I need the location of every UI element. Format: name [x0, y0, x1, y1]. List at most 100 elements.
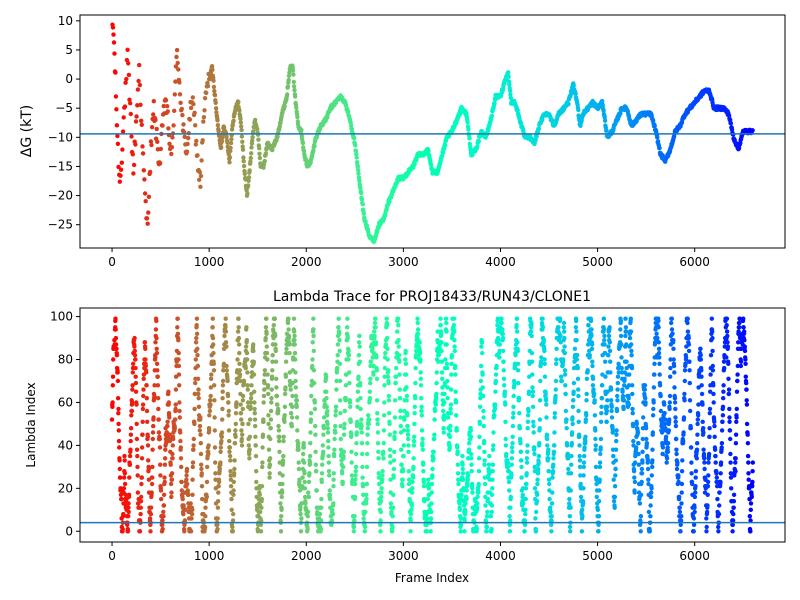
lambda-point	[636, 451, 641, 457]
lambda-point	[748, 529, 753, 534]
lambda-point	[581, 501, 586, 506]
dg-point	[177, 92, 183, 97]
lambda-point	[597, 464, 603, 470]
lambda-point	[682, 398, 687, 403]
lambda-point	[692, 494, 698, 500]
lambda-point	[672, 400, 678, 405]
lambda-point	[383, 350, 388, 356]
lambda-point	[218, 460, 223, 465]
lambda-point	[192, 421, 197, 427]
lambda-point	[578, 494, 584, 500]
dg-point	[600, 103, 605, 108]
lambda-point	[376, 471, 381, 476]
dg-point	[263, 151, 269, 156]
lambda-point	[699, 383, 704, 388]
lambda-point	[238, 378, 243, 384]
lambda-point	[630, 411, 635, 416]
lambda-point	[117, 466, 123, 472]
lambda-point	[275, 402, 280, 407]
lambda-point	[510, 423, 516, 429]
lambda-point	[361, 516, 366, 521]
lambda-point	[283, 385, 288, 390]
lambda-point	[310, 363, 315, 369]
lambda-point	[738, 359, 744, 364]
lambda-point	[712, 419, 717, 424]
lambda-point	[700, 402, 705, 407]
lambda-point	[366, 413, 371, 418]
lambda-point	[231, 492, 236, 497]
lambda-point	[589, 342, 595, 347]
lambda-point	[646, 509, 652, 515]
lambda-point	[681, 438, 686, 444]
lambda-point	[397, 359, 402, 364]
lambda-point	[299, 501, 304, 506]
lambda-point	[245, 387, 250, 392]
lambda-point	[323, 374, 329, 379]
lambda-point	[700, 419, 705, 424]
dg-point	[237, 108, 242, 113]
lambda-point	[493, 372, 499, 377]
lambda-point	[656, 325, 661, 330]
lambda-point	[630, 423, 636, 429]
lambda-point	[199, 484, 205, 489]
dg-point	[286, 73, 292, 79]
lambda-point	[550, 490, 555, 495]
lambda-point	[336, 325, 341, 330]
lambda-point	[235, 329, 241, 334]
lambda-point	[301, 441, 306, 446]
lambda-point	[141, 393, 146, 399]
lambda-point	[673, 406, 678, 412]
dg-point	[476, 139, 481, 144]
lambda-point	[294, 398, 300, 403]
lambda-point	[509, 473, 514, 478]
lambda-point	[588, 318, 594, 324]
lambda-point	[678, 529, 683, 534]
lambda-point	[239, 443, 245, 448]
lambda-point	[353, 469, 358, 474]
lambda-point	[721, 383, 726, 388]
lambda-point	[548, 509, 553, 515]
lambda-point	[489, 503, 495, 508]
dg-point	[205, 83, 211, 89]
dg-point	[351, 135, 357, 141]
lambda-point	[206, 451, 211, 457]
lambda-point	[398, 423, 403, 429]
lambda-point	[569, 430, 575, 435]
lambda-point	[207, 428, 212, 433]
dg-point	[282, 104, 287, 109]
lambda-x-tick-label: 5000	[582, 549, 613, 563]
lambda-point	[411, 438, 417, 444]
lambda-point	[210, 335, 216, 341]
dg-point	[492, 101, 497, 106]
lambda-point	[496, 338, 501, 343]
lambda-point	[559, 378, 564, 384]
lambda-point	[247, 447, 252, 452]
lambda-point	[611, 499, 617, 504]
dg-point	[173, 64, 179, 69]
lambda-point	[376, 456, 381, 461]
lambda-point	[222, 333, 227, 339]
lambda-point	[268, 417, 274, 422]
lambda-point	[656, 350, 662, 356]
lambda-point	[419, 396, 424, 401]
lambda-point	[689, 445, 694, 450]
lambda-y-tick-label: 60	[58, 395, 73, 409]
lambda-point	[640, 436, 645, 442]
lambda-point	[338, 398, 343, 403]
lambda-point	[357, 333, 362, 339]
lambda-point	[476, 481, 481, 487]
lambda-point	[135, 453, 140, 459]
lambda-point	[420, 436, 425, 442]
lambda-point	[317, 511, 323, 517]
dg-point	[300, 140, 306, 146]
lambda-point	[113, 316, 118, 321]
lambda-point	[324, 389, 329, 394]
lambda-point	[138, 511, 143, 517]
lambda-point	[337, 348, 342, 354]
lambda-point	[251, 359, 256, 364]
dg-point	[169, 151, 174, 157]
lambda-point	[194, 316, 200, 321]
lambda-point	[114, 346, 119, 351]
dg-point	[357, 178, 362, 183]
lambda-point	[574, 329, 579, 334]
